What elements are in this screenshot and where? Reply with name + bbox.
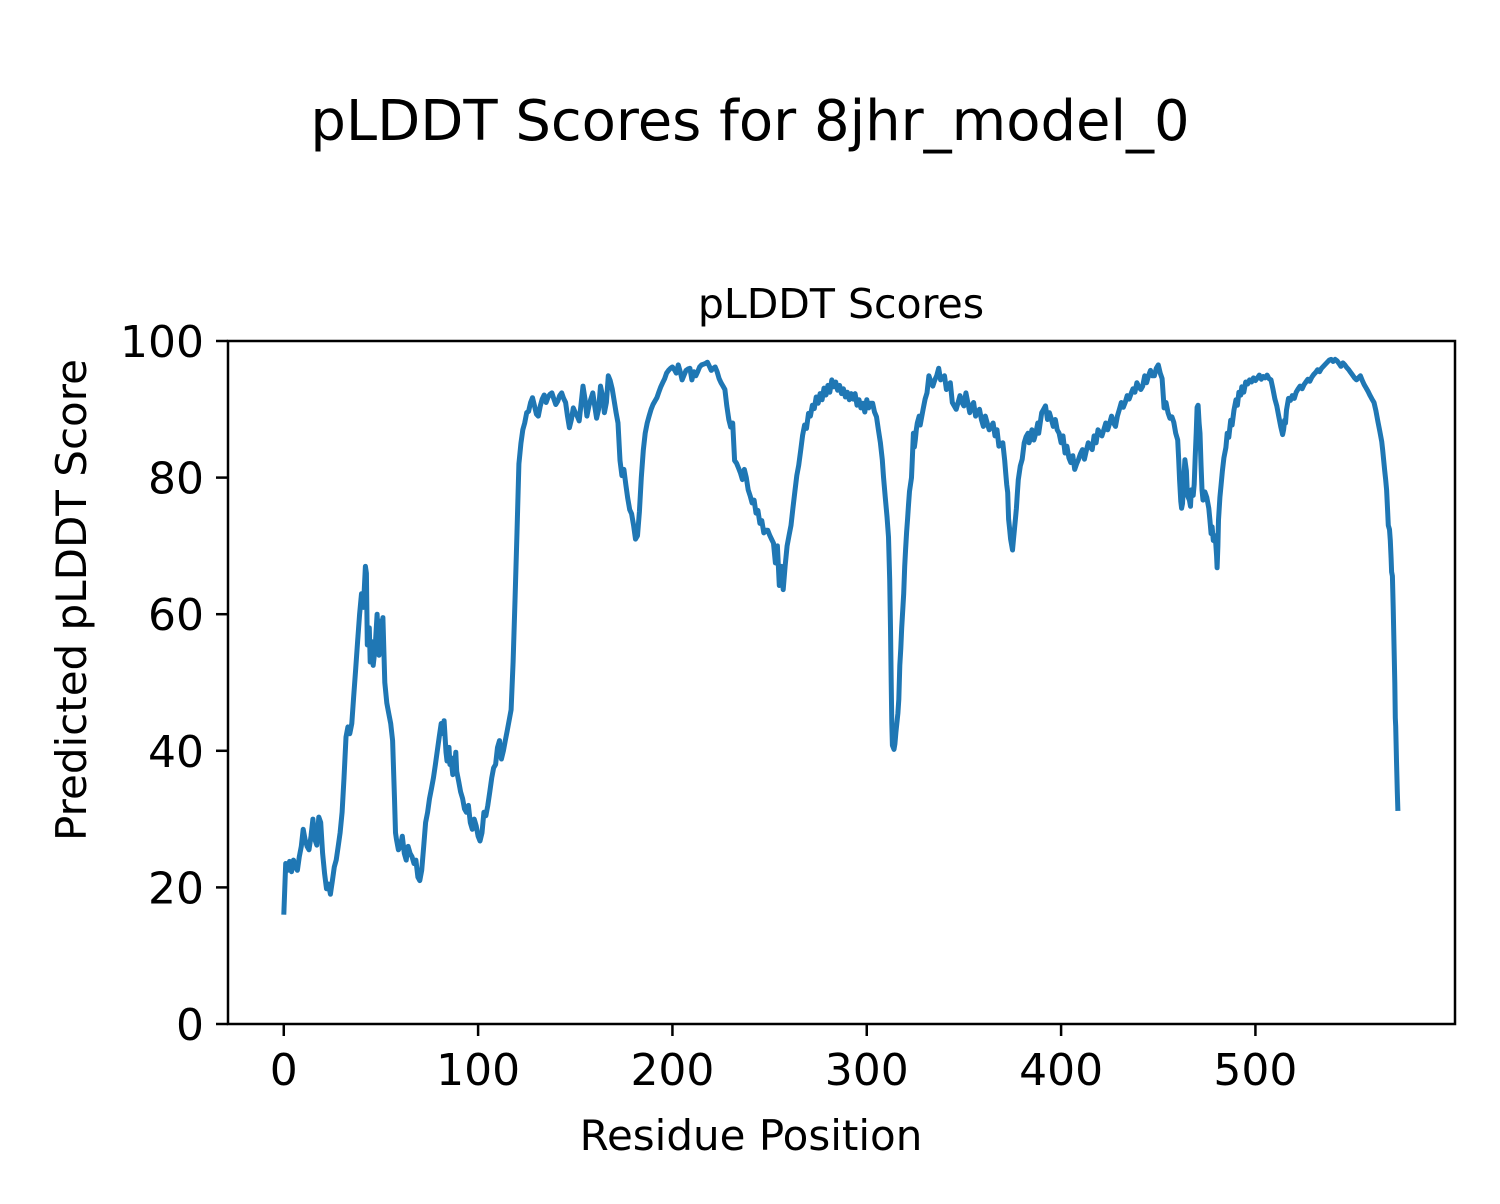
x-tick-label: 400 [1019,1045,1103,1096]
x-tick-label: 500 [1213,1045,1297,1096]
x-tick-label: 0 [270,1045,298,1096]
y-tick-label: 20 [148,863,204,914]
x-tick-label: 200 [630,1045,714,1096]
x-axis-tick-labels: 0 100 200 300 400 500 [270,1045,1298,1096]
y-tick-label: 80 [148,454,204,505]
plddt-series-line [281,356,1401,915]
axes-frame [226,339,1457,1026]
figure-suptitle: pLDDT Scores for 8jhr_model_0 [310,89,1189,154]
y-axis-label: Predicted pLDDT Score [47,359,96,841]
x-axis-ticks [282,1024,1257,1036]
axes-title: pLDDT Scores [698,280,984,328]
x-tick-label: 100 [436,1045,520,1096]
y-axis-tick-labels: 0 20 40 60 80 100 [120,317,204,1051]
x-tick-label: 300 [825,1045,909,1096]
y-tick-label: 40 [148,727,204,778]
x-axis-label: Residue Position [580,1111,923,1160]
y-tick-label: 0 [176,1000,204,1051]
y-tick-label: 100 [120,317,204,368]
y-axis-ticks [216,339,228,1026]
y-tick-label: 60 [148,590,204,641]
